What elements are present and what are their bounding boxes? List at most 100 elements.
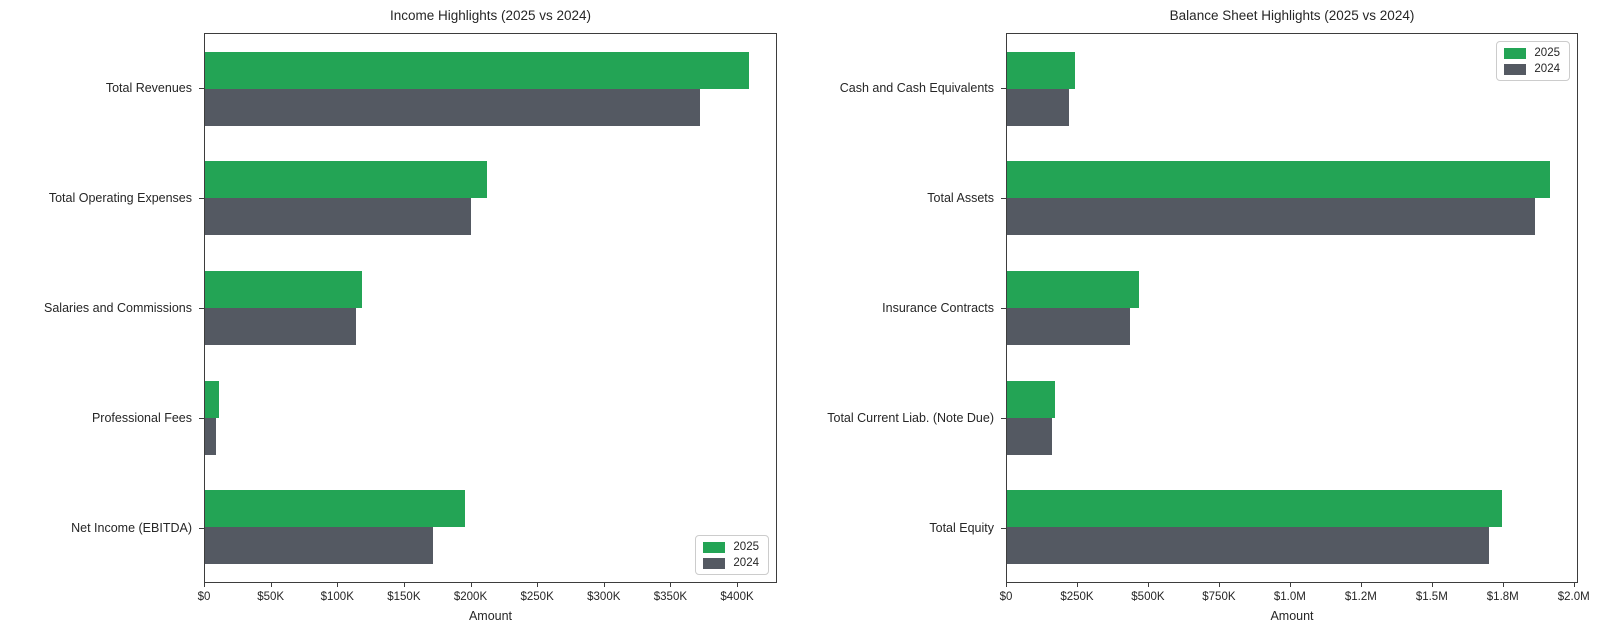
y-category-label: Insurance Contracts	[882, 301, 994, 315]
y-category-label: Total Revenues	[105, 81, 192, 95]
x-tick-mark	[737, 583, 739, 587]
bar-2025	[1007, 161, 1551, 199]
bar-group	[205, 34, 776, 144]
bar-2024	[205, 198, 471, 236]
bar-group	[205, 144, 776, 254]
x-tick-mark	[270, 583, 272, 587]
legend-label-2025: 2025	[1534, 47, 1560, 59]
legend-item-2024: 2024	[1504, 63, 1560, 75]
x-tick-mark	[1360, 583, 1362, 587]
plot-area-balance-sheet: 2025 2024	[1006, 33, 1578, 583]
x-tick-mark	[1147, 583, 1149, 587]
y-category-label: Net Income (EBITDA)	[71, 521, 192, 535]
y-category-label: Total Assets	[927, 191, 994, 205]
bar-2025	[205, 490, 466, 528]
y-category-label: Cash and Cash Equivalents	[839, 81, 994, 95]
y-category-label: Professional Fees	[91, 411, 192, 425]
y-category-label: Salaries and Commissions	[44, 301, 192, 315]
bar-group	[205, 472, 776, 582]
bar-2025	[205, 161, 487, 199]
plot-area-income: 2025 2024	[204, 33, 777, 583]
y-tick-mark	[1001, 88, 1006, 89]
chart-title-income: Income Highlights (2025 vs 2024)	[389, 8, 592, 23]
x-tick-label: $150K	[387, 591, 421, 603]
x-tick-label: $1.8M	[1486, 591, 1519, 603]
x-tick-label: $50K	[257, 591, 285, 603]
bar-2025	[205, 380, 219, 418]
legend-label-2024: 2024	[1534, 63, 1560, 75]
x-tick-mark	[537, 583, 539, 587]
y-category-label: Total Current Liab. (Note Due)	[827, 411, 994, 425]
x-axis-label-income: Amount	[468, 609, 513, 623]
y-tick-mark	[199, 528, 204, 529]
x-tick-label: $200K	[453, 591, 488, 603]
x-tick-label: $400K	[720, 591, 754, 603]
bar-2024	[205, 527, 434, 565]
x-tick-label: $750K	[1202, 591, 1236, 603]
bar-2024	[205, 417, 216, 455]
x-axis-label-balance-sheet: Amount	[1270, 609, 1314, 623]
y-tick-mark	[1001, 308, 1006, 309]
x-tick-label: $100K	[320, 591, 354, 603]
y-tick-mark	[1001, 198, 1006, 199]
bar-group	[205, 253, 776, 363]
bar-2025	[1007, 51, 1075, 89]
x-tick-label: $0	[999, 591, 1013, 603]
x-tick-label: $250K	[1060, 591, 1094, 603]
y-tick-mark	[199, 418, 204, 419]
x-tick-label: $300K	[587, 591, 621, 603]
x-tick-label: $350K	[653, 591, 688, 603]
bar-2024	[205, 88, 701, 126]
legend-label-2025: 2025	[733, 541, 759, 553]
x-tick-mark	[1431, 583, 1433, 587]
x-tick-label: $250K	[520, 591, 554, 603]
x-tick-mark	[403, 583, 405, 587]
chart-title-balance-sheet: Balance Sheet Highlights (2025 vs 2024)	[1169, 8, 1415, 23]
x-tick-mark	[1006, 583, 1007, 587]
x-tick-mark	[1573, 583, 1575, 587]
bar-group	[1007, 472, 1577, 582]
x-tick-mark	[204, 583, 205, 587]
chart-panel-balance-sheet: Balance Sheet Highlights (2025 vs 2024) …	[800, 0, 1600, 640]
bar-2024	[1007, 307, 1131, 345]
legend-label-2024: 2024	[733, 557, 759, 569]
bar-2025	[1007, 270, 1139, 308]
x-tick-mark	[603, 583, 605, 587]
legend-item-2025: 2025	[1504, 47, 1560, 59]
bar-2025	[205, 51, 750, 89]
x-tick-label: $0	[197, 591, 211, 603]
legend-item-2024: 2024	[703, 557, 759, 569]
x-tick-mark	[470, 583, 472, 587]
legend: 2025 2024	[1496, 41, 1570, 81]
legend-swatch-2025	[1504, 47, 1527, 59]
x-tick-label: $1.2M	[1344, 591, 1377, 603]
x-tick-mark	[1076, 583, 1078, 587]
legend-item-2025: 2025	[703, 541, 759, 553]
bar-2025	[1007, 380, 1056, 418]
y-tick-mark	[1001, 528, 1006, 529]
y-tick-mark	[1001, 418, 1006, 419]
bar-group	[1007, 144, 1577, 254]
x-tick-mark	[1218, 583, 1220, 587]
bars-income	[205, 34, 776, 582]
x-tick-mark	[1289, 583, 1291, 587]
bar-2024	[1007, 417, 1053, 455]
bar-group	[1007, 253, 1577, 363]
chart-panel-income: Income Highlights (2025 vs 2024) 2025 202…	[44, 8, 777, 623]
bars-balance-sheet	[1007, 34, 1577, 582]
legend-swatch-2024	[703, 557, 726, 569]
legend-swatch-2025	[703, 541, 726, 553]
bar-group	[1007, 34, 1577, 144]
x-tick-mark	[337, 583, 339, 587]
y-tick-mark	[199, 88, 204, 89]
bar-group	[1007, 363, 1577, 473]
bar-2024	[1007, 198, 1535, 236]
legend-swatch-2024	[1504, 63, 1527, 75]
y-category-label: Total Equity	[929, 521, 994, 535]
x-tick-label: $2.0M	[1557, 591, 1590, 603]
bar-2025	[205, 270, 362, 308]
x-tick-label: $1.5M	[1415, 591, 1448, 603]
y-category-label: Total Operating Expenses	[48, 191, 192, 205]
y-tick-mark	[199, 198, 204, 199]
